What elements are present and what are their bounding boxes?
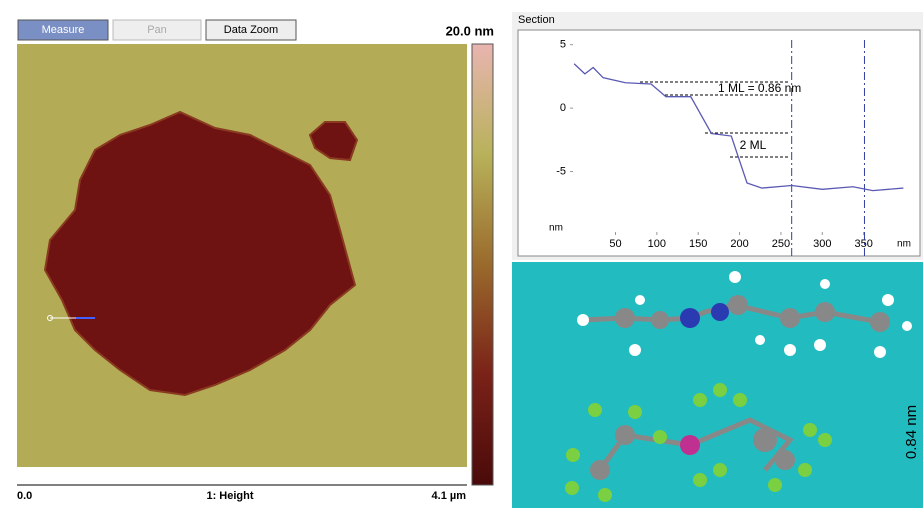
- y-tick-label: 5: [560, 39, 566, 51]
- channel: 1: Height: [206, 490, 253, 502]
- screenshot: Measure Pan Data Zoom 20.0 nm 0.0 1: Hei…: [0, 0, 923, 508]
- x-tick-label: 300: [813, 238, 831, 250]
- annotation: 2 ML: [740, 138, 767, 152]
- section-title: Section: [518, 14, 555, 26]
- x-tick-label: 350: [854, 238, 872, 250]
- x-tick-label: 50: [609, 238, 621, 250]
- y-unit: nm: [549, 223, 563, 234]
- y-tick-label: 0: [560, 102, 566, 114]
- y-tick-label: -5: [556, 165, 566, 177]
- x-end: 4.1 µm: [432, 490, 467, 502]
- x-unit: nm: [897, 239, 911, 250]
- x-start: 0.0: [17, 490, 32, 502]
- x-tick-label: 250: [772, 238, 790, 250]
- color-bar: [472, 44, 493, 485]
- x-tick-label: 200: [730, 238, 748, 250]
- scale-max: 20.0 nm: [446, 23, 494, 38]
- section-plot: [518, 30, 920, 256]
- button-label: Data Zoom: [224, 24, 278, 36]
- molecule-label: 0.84 nm: [903, 405, 920, 459]
- x-tick-label: 150: [689, 238, 707, 250]
- button-label: Pan: [147, 24, 167, 36]
- button-label: Measure: [42, 24, 85, 36]
- x-tick-label: 100: [648, 238, 666, 250]
- annotation: 1 ML = 0.86 nm: [718, 81, 801, 95]
